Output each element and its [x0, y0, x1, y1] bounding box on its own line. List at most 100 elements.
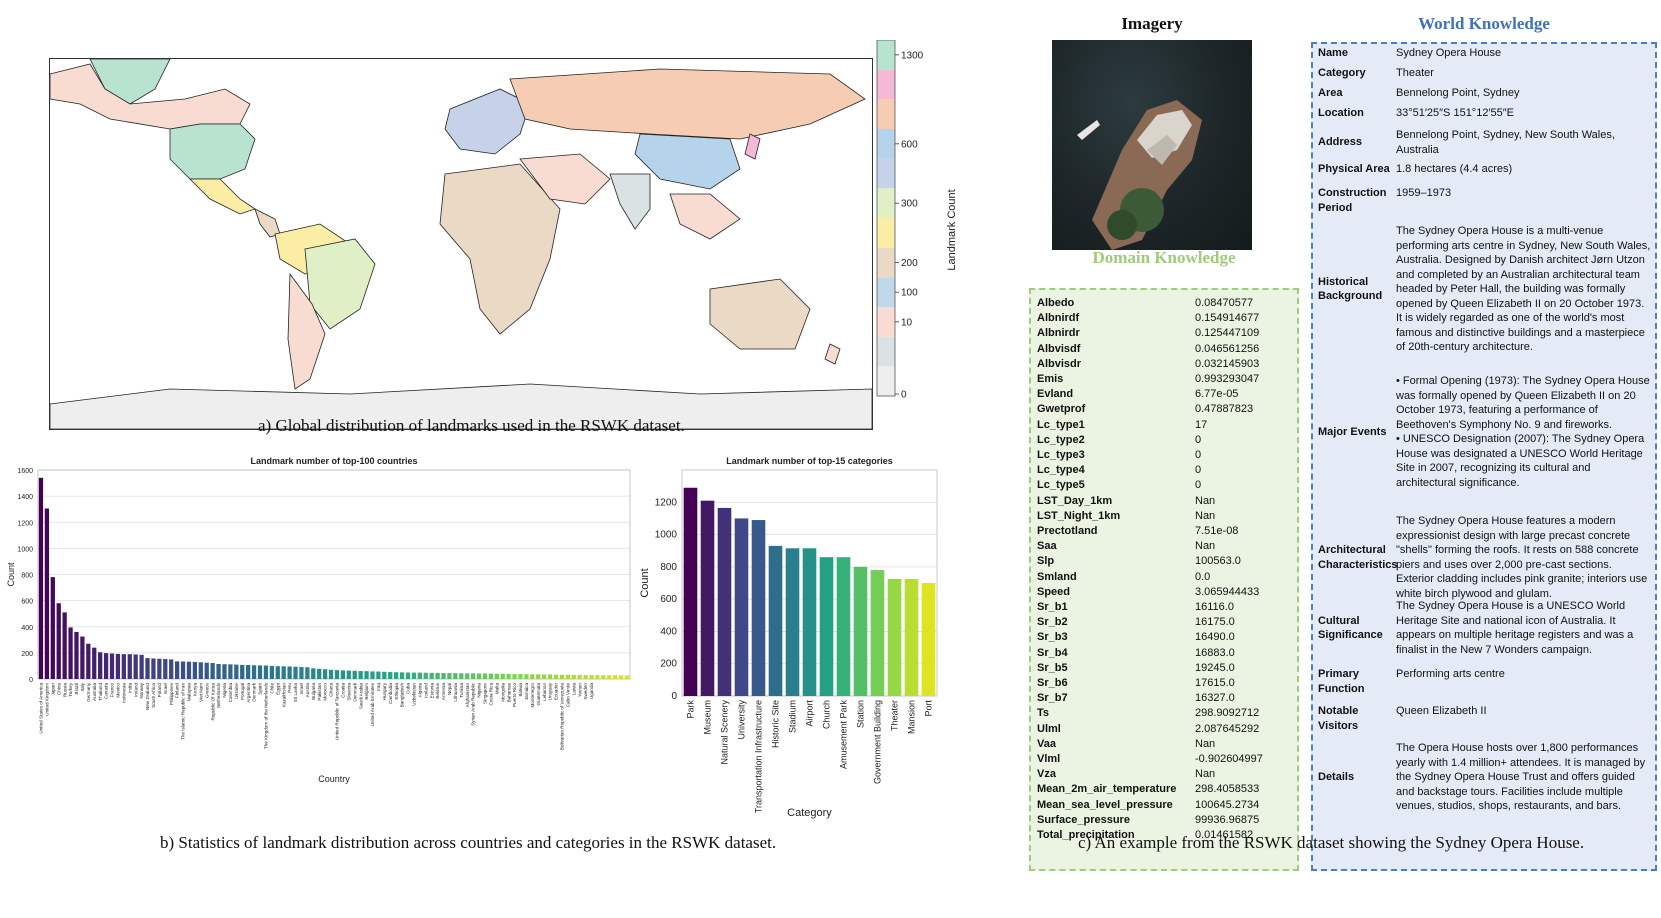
bar: [388, 672, 393, 679]
bar: [751, 520, 766, 696]
x-tick-label: Ethiopia: [394, 683, 399, 700]
domain-key: Mean_2m_air_temperature: [1037, 783, 1177, 796]
x-tick-label: Bangladesh: [400, 683, 405, 708]
bar: [370, 671, 375, 679]
world-key: Area: [1318, 87, 1343, 99]
world-key: Location: [1318, 107, 1364, 119]
x-tick-label: Hungary: [382, 682, 387, 700]
domain-value: Nan: [1195, 540, 1216, 553]
colorbar-segment: [877, 218, 895, 248]
world-key: Major Events: [1318, 425, 1387, 438]
bar: [547, 674, 553, 679]
bar: [228, 664, 233, 679]
x-tick-label: Transportation Infrastructure: [754, 700, 764, 813]
world-key: Cultural Significance: [1318, 614, 1383, 642]
x-tick-label: Bulgaria: [311, 683, 316, 700]
domain-value: 17615.0: [1195, 677, 1235, 689]
bar: [506, 673, 511, 679]
bar: [346, 670, 351, 679]
y-tick-label: 600: [21, 599, 33, 606]
bar: [287, 666, 292, 679]
x-tick-label: Ukraine: [234, 683, 239, 699]
y-tick-label: 1400: [17, 494, 33, 501]
bar: [601, 675, 606, 679]
x-tick-label: The Kingdom of the Netherlands: [264, 682, 269, 749]
x-tick-label: Ghana: [329, 683, 334, 697]
domain-key: Total_precipitation: [1037, 829, 1135, 841]
bar: [376, 671, 381, 679]
bar: [263, 665, 269, 679]
map-antarctica: [50, 383, 872, 429]
x-tick-label: Lithuania: [453, 683, 458, 702]
y-tick-label: 600: [660, 594, 677, 605]
domain-key: Sr_b6: [1037, 677, 1068, 689]
bar: [305, 667, 310, 679]
x-tick-label: Natural Scenery: [720, 700, 730, 765]
bar: [518, 674, 523, 679]
map-australia: [709, 278, 811, 350]
domain-key: Prectotland: [1037, 525, 1098, 537]
x-tick-label: Port: [924, 700, 934, 717]
domain-key: Sr_b7: [1037, 692, 1068, 705]
x-tick-label: Egypt: [275, 682, 280, 694]
world-map: [49, 58, 873, 430]
colorbar-segment: [877, 40, 895, 70]
x-tick-label: Finland: [175, 683, 180, 699]
colorbar-segment: [877, 247, 895, 278]
x-tick-label: Yemen: [577, 683, 582, 698]
domain-key: Lc_type5: [1037, 479, 1085, 492]
bar: [819, 557, 834, 696]
bar: [68, 627, 73, 679]
domain-key: Sr_b3: [1037, 631, 1068, 644]
domain-value: 0: [1195, 433, 1202, 446]
colorbar: 0 10 100 200 300 600 1300 Landmark Count: [876, 40, 958, 401]
domain-key: Gwetprof: [1037, 403, 1086, 416]
x-tick-label: Israel: [299, 683, 304, 694]
bar: [459, 673, 464, 679]
bar: [571, 674, 576, 679]
domain-key: Albvisdr: [1037, 357, 1082, 370]
world-value: Sydney Opera House: [1396, 47, 1502, 59]
bar: [536, 674, 541, 679]
world-value: Performing arts centre: [1396, 668, 1505, 680]
map-mexico: [189, 178, 256, 215]
world-key: Physical Area: [1318, 163, 1390, 175]
colorbar-segment: [877, 129, 895, 159]
domain-key: Albnirdf: [1037, 312, 1080, 325]
domain-key: Albedo: [1037, 297, 1075, 309]
x-tick-label: Netherlands: [216, 682, 221, 707]
map-europe: [444, 88, 531, 155]
colorbar-segment: [877, 277, 895, 307]
world-value: The Sydney Opera House features a modern…: [1396, 515, 1648, 600]
y-axis-label: Count: [6, 562, 16, 587]
domain-value: 0: [1195, 479, 1202, 492]
domain-value: Nan: [1195, 509, 1216, 522]
bar: [133, 654, 138, 679]
domain-value: Nan: [1195, 737, 1216, 750]
caption-b: b) Statistics of landmark distribution a…: [160, 833, 777, 852]
bar: [275, 666, 280, 679]
bar: [180, 661, 186, 679]
domain-key: Ulml: [1037, 722, 1061, 735]
colorbar-tick-label: 300: [901, 199, 918, 210]
world-value: Theater: [1396, 67, 1434, 79]
x-tick-label: Thailand: [98, 683, 103, 701]
world-map-svg: [50, 59, 872, 429]
domain-value: 16327.0: [1195, 692, 1235, 705]
x-tick-label: Mongolia: [500, 683, 505, 702]
chart-title: Landmark number of top-15 categories: [726, 456, 893, 466]
domain-key: Sr_b5: [1037, 661, 1068, 674]
bar: [559, 674, 565, 679]
bar: [494, 673, 499, 679]
x-tick-label: Station: [856, 700, 866, 728]
domain-value: 0.154914677: [1195, 312, 1260, 325]
bar: [405, 672, 411, 679]
x-tick-label: Uruguay: [548, 682, 553, 700]
world-key: Name: [1318, 47, 1348, 59]
y-tick-label: 1200: [655, 497, 678, 508]
bar: [624, 675, 630, 679]
bar: [198, 662, 203, 679]
x-tick-label: Ireland: [133, 683, 138, 697]
domain-value: 17: [1195, 418, 1208, 431]
x-tick-label: Greece: [204, 683, 209, 699]
